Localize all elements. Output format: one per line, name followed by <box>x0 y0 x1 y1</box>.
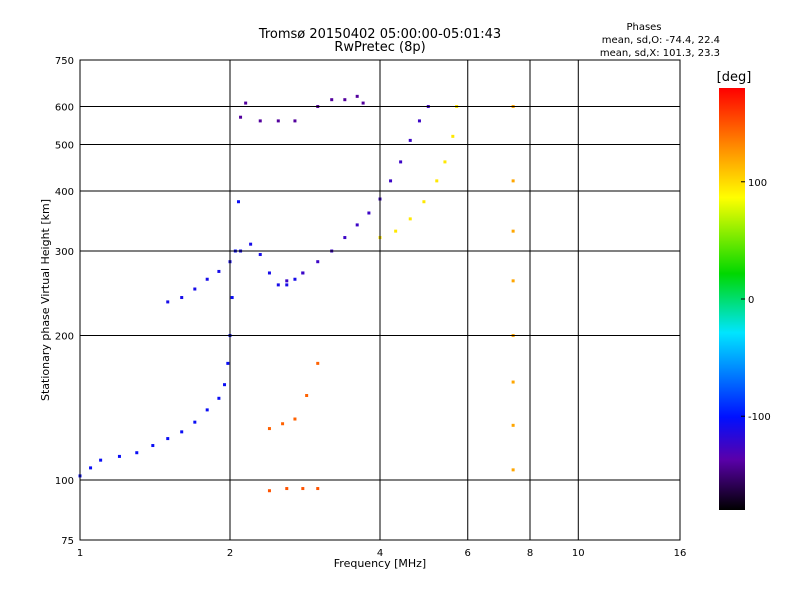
scatter-point <box>223 383 227 387</box>
scatter-point <box>408 217 412 221</box>
scatter-point <box>258 253 262 257</box>
chart-title: Tromsø 20150402 05:00:00-05:01:43 <box>258 27 501 42</box>
scatter-point <box>249 242 253 246</box>
scatter-point <box>343 236 347 240</box>
scatter-point <box>236 200 240 204</box>
scatter-point <box>135 451 139 455</box>
scatter-point <box>443 160 447 164</box>
scatter-point <box>316 260 320 264</box>
plot-grid <box>80 60 680 540</box>
y-tick-label: 750 <box>55 56 74 67</box>
scatter-point <box>151 444 155 448</box>
colorbar-tick-label: 100 <box>748 178 767 189</box>
x-tick-labels: 1 2 4 6 8 10 16 <box>77 548 687 559</box>
scatter-point <box>258 119 262 123</box>
scatter-point <box>267 427 271 431</box>
x-tick-label: 10 <box>572 548 585 559</box>
scatter-point <box>511 468 515 472</box>
x-tick-label: 6 <box>465 548 471 559</box>
scatter-point <box>451 134 455 138</box>
scatter-point <box>422 200 426 204</box>
scatter-point <box>511 279 515 283</box>
scatter-point <box>276 283 280 287</box>
y-tick-label: 100 <box>55 476 74 487</box>
scatter-point <box>285 279 289 283</box>
y-tick-labels: 75 100 200 300 400 500 600 750 <box>55 56 74 547</box>
scatter-point <box>293 277 297 281</box>
colorbar-label: [deg] <box>717 70 752 85</box>
x-axis-label: Frequency [MHz] <box>334 557 426 570</box>
scatter-point <box>217 396 221 400</box>
chart-subtitle: RwPretec (8p) <box>334 40 425 55</box>
info-o-mode: mean, sd,O: -74.4, 22.4 <box>602 35 720 46</box>
scatter-point <box>117 454 121 458</box>
scatter-point <box>193 420 197 424</box>
scatter-point <box>180 296 184 300</box>
scatter-point <box>285 283 289 287</box>
colorbar-tick-label: -100 <box>748 412 771 423</box>
scatter-point <box>301 271 305 275</box>
y-tick-label: 600 <box>55 103 74 114</box>
scatter-point <box>166 437 170 441</box>
scatter-point <box>511 179 515 183</box>
scatter-point <box>239 115 243 119</box>
scatter-point <box>394 229 398 233</box>
scatter-point <box>293 119 297 123</box>
scatter-point <box>361 101 365 105</box>
scatter-point <box>99 458 103 462</box>
scatter-point <box>316 361 320 365</box>
x-tick-label: 4 <box>377 548 383 559</box>
scatter-point <box>355 94 359 98</box>
scatter-point <box>399 160 403 164</box>
scatter-point <box>281 422 285 426</box>
scatter-point <box>293 417 297 421</box>
colorbar-tick-label: 0 <box>748 295 754 306</box>
scatter-point <box>244 101 248 105</box>
y-tick-label: 400 <box>55 187 74 198</box>
info-heading: Phases <box>626 22 661 33</box>
scatter-point <box>355 223 359 227</box>
scatter-point <box>166 300 170 304</box>
scatter-point <box>267 271 271 275</box>
scatter-point <box>367 211 371 215</box>
scatter-point <box>417 119 421 123</box>
y-tick-label: 200 <box>55 332 74 343</box>
scatter-point <box>230 296 234 300</box>
scatter-point <box>301 487 305 491</box>
scatter-point <box>511 380 515 384</box>
scatter-point <box>217 269 221 273</box>
scatter-point <box>435 179 439 183</box>
y-tick-label: 300 <box>55 247 74 258</box>
x-tick-label: 16 <box>674 548 687 559</box>
scatter-point <box>226 361 230 365</box>
scatter-point <box>193 287 197 291</box>
y-tick-label: 75 <box>61 536 74 547</box>
scatter-point <box>316 487 320 491</box>
scatter-point <box>343 98 347 102</box>
x-tick-label: 2 <box>227 548 233 559</box>
scatter-point <box>89 466 93 470</box>
scatter-point <box>389 179 393 183</box>
scatter-point <box>276 119 280 123</box>
scatter-point <box>408 138 412 142</box>
y-axis-label: Stationary phase Virtual Height [km] <box>39 199 52 401</box>
scatter-point <box>511 423 515 427</box>
colorbar-ticks: 100 0 -100 <box>741 178 771 423</box>
y-tick-label: 500 <box>55 141 74 152</box>
scatter-point <box>305 394 309 398</box>
scatter-point <box>180 430 184 434</box>
scatter-point <box>267 489 271 493</box>
scatter-point <box>330 98 334 102</box>
scatter-point <box>511 229 515 233</box>
scatter-point <box>205 408 209 412</box>
scatter-point <box>285 487 289 491</box>
x-tick-label: 8 <box>527 548 533 559</box>
plot-frame <box>79 59 681 541</box>
scatter-point <box>205 277 209 281</box>
info-x-mode: mean, sd,X: 101.3, 23.3 <box>600 48 720 59</box>
x-tick-label: 1 <box>77 548 83 559</box>
colorbar <box>719 88 745 510</box>
